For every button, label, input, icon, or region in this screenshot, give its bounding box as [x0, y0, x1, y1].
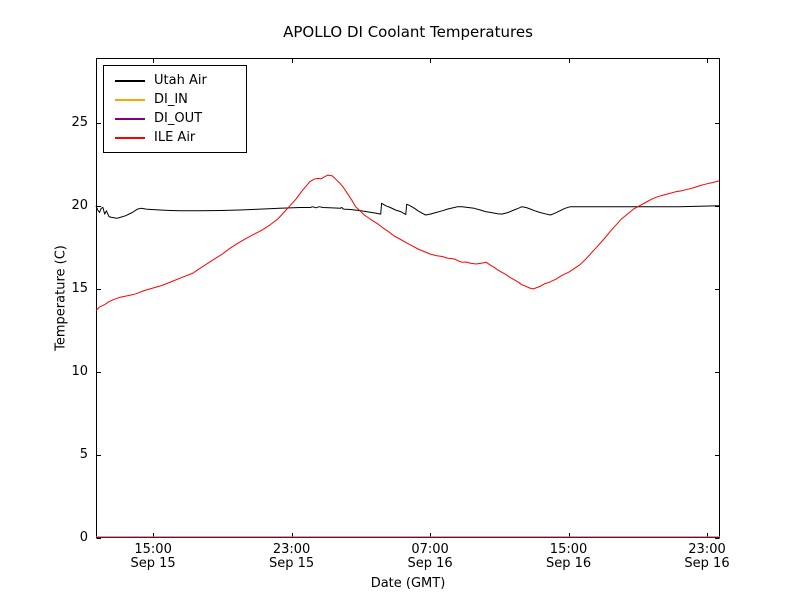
x-tick-time: 23:00 [272, 542, 311, 557]
series-line-ile-air [95, 174, 720, 311]
x-tick-label: 15:00 Sep 15 [108, 543, 198, 571]
legend-line-swatch [115, 79, 145, 82]
x-tick-date: Sep 15 [269, 556, 315, 571]
y-tick-label: 20 [71, 197, 88, 213]
legend-item: DI_OUT [115, 109, 236, 128]
plot-area: Utah Air DI_IN DI_OUT ILE Air Date (GMT) 0 5… [71, 58, 730, 591]
series-line-utah-air [95, 202, 720, 219]
legend-line-swatch [115, 98, 145, 101]
x-tick-time: 15:00 [134, 542, 172, 557]
x-tick-date: Sep 16 [545, 556, 592, 571]
plot-canvas [95, 58, 720, 539]
legend-item: ILE Air [115, 128, 236, 147]
legend-item: Utah Air [115, 71, 236, 90]
y-tick-label: 10 [71, 363, 88, 379]
axis-spines [96, 58, 720, 538]
y-tick-label: 15 [71, 280, 88, 296]
y-axis-label: Temperature (C) [53, 245, 69, 351]
x-tick-date: Sep 16 [684, 556, 730, 571]
chart-title: APOLLO DI Coolant Temperatures [283, 23, 533, 41]
legend-label: DI_IN [154, 92, 188, 107]
x-tick-label: 07:00 Sep 16 [385, 543, 475, 571]
y-tick-label: 25 [71, 114, 88, 130]
y-tick-label: 5 [79, 446, 88, 462]
y-tick-label: 0 [79, 530, 88, 545]
x-tick-label: 23:00 Sep 15 [247, 543, 337, 571]
legend-item: DI_IN [115, 90, 236, 109]
x-tick-time: 23:00 [688, 542, 726, 557]
x-tick-time: 07:00 [411, 542, 449, 557]
x-tick-date: Sep 15 [130, 556, 176, 571]
legend-box: Utah Air DI_IN DI_OUT ILE Air [103, 65, 247, 153]
x-axis-label: Date (GMT) [370, 576, 446, 591]
legend-label: Utah Air [154, 73, 207, 88]
legend-label: DI_OUT [154, 111, 203, 126]
legend-label: ILE Air [154, 130, 196, 145]
legend-line-swatch [115, 117, 145, 120]
x-tick-label: 15:00 Sep 16 [524, 543, 614, 571]
x-tick-time: 15:00 [549, 542, 588, 557]
legend-line-swatch [115, 136, 145, 139]
x-tick-label: 23:00 Sep 16 [662, 543, 752, 571]
x-tick-date: Sep 16 [407, 556, 453, 571]
